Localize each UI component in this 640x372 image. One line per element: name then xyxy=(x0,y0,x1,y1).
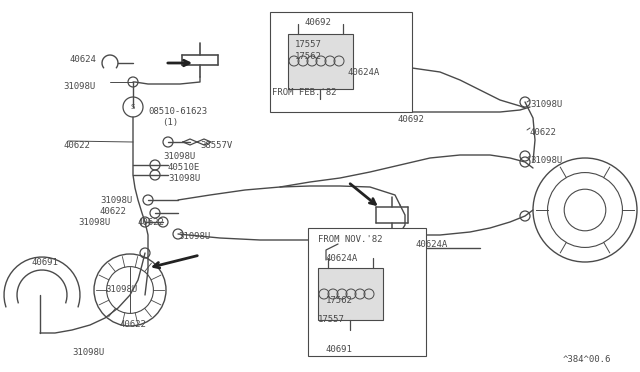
Text: 40691: 40691 xyxy=(326,345,353,354)
Text: 40624: 40624 xyxy=(70,55,97,64)
Text: 17557: 17557 xyxy=(318,315,345,324)
Text: 31098U: 31098U xyxy=(168,174,200,183)
Text: 17562: 17562 xyxy=(295,52,322,61)
Text: 40622: 40622 xyxy=(100,207,127,216)
Bar xyxy=(270,12,412,112)
Bar xyxy=(288,34,353,89)
Text: 31098U: 31098U xyxy=(530,100,563,109)
Text: 40622: 40622 xyxy=(63,141,90,150)
Text: 40691: 40691 xyxy=(32,258,59,267)
Text: 31098U: 31098U xyxy=(163,152,195,161)
Text: 40622: 40622 xyxy=(530,128,557,137)
Text: 38557V: 38557V xyxy=(200,141,232,150)
Text: 40510E: 40510E xyxy=(168,163,200,172)
Text: 40692: 40692 xyxy=(305,18,332,27)
Text: 40692: 40692 xyxy=(398,115,425,124)
Text: 31098U: 31098U xyxy=(530,156,563,165)
Text: 40624A: 40624A xyxy=(348,68,380,77)
Bar xyxy=(308,228,426,356)
Text: ^384^00.6: ^384^00.6 xyxy=(563,355,611,364)
Text: (1): (1) xyxy=(162,118,178,127)
Text: 31098U: 31098U xyxy=(78,218,110,227)
Bar xyxy=(318,268,383,320)
Text: FROM FEB.'82: FROM FEB.'82 xyxy=(272,88,337,97)
Text: 40622: 40622 xyxy=(137,218,164,227)
Text: 31098U: 31098U xyxy=(72,348,104,357)
Text: 40624A: 40624A xyxy=(415,240,447,249)
Text: S: S xyxy=(131,104,135,110)
Text: 31098U: 31098U xyxy=(105,285,137,294)
Text: 17557: 17557 xyxy=(295,40,322,49)
Text: 40622: 40622 xyxy=(120,320,147,329)
Text: 08510-61623: 08510-61623 xyxy=(148,107,207,116)
Text: 40624A: 40624A xyxy=(326,254,358,263)
Text: 31098U: 31098U xyxy=(100,196,132,205)
Text: 31098U: 31098U xyxy=(178,232,211,241)
Text: 31098U: 31098U xyxy=(63,82,95,91)
Text: FROM NOV.'82: FROM NOV.'82 xyxy=(318,235,383,244)
Text: 17562: 17562 xyxy=(326,296,353,305)
